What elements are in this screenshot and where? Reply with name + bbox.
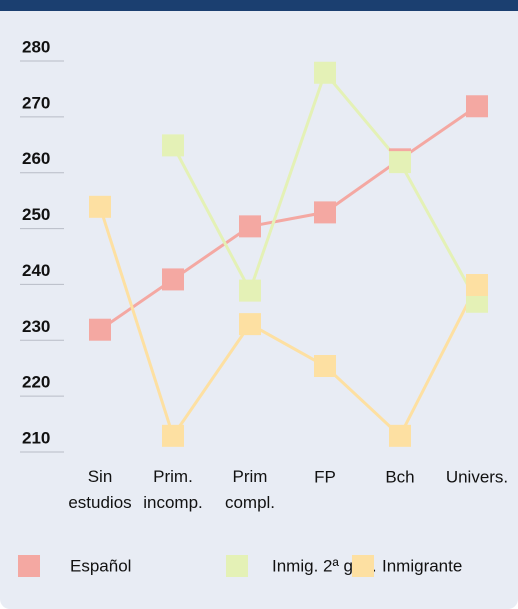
legend-label: Inmig. 2ª gen. [272,556,377,575]
marker [466,95,488,118]
marker [89,318,111,341]
x-tick-label: Prim compl. [225,467,275,512]
x-tick-label: Sin estudios [68,467,131,512]
y-tick-label: 260 [22,149,50,168]
legend-label: Inmigrante [382,556,462,575]
marker [314,61,336,84]
x-tick-label: Univers. [446,467,508,486]
marker [162,134,184,157]
marker [389,424,411,447]
marker [314,201,336,224]
y-tick-label: 280 [22,37,50,56]
marker [466,274,488,297]
header-bar [0,0,518,11]
marker [239,215,261,238]
marker [162,424,184,447]
marker [389,151,411,174]
y-tick-label: 250 [22,205,50,224]
y-tick-label: 220 [22,373,50,392]
marker [89,195,111,218]
y-tick-label: 270 [22,93,50,112]
x-tick-label: FP [314,467,336,486]
series-line [98,206,479,440]
y-tick-label: 210 [22,428,50,447]
legend-label: Español [70,556,131,575]
x-tick-label: Prim. incomp. [143,467,203,512]
y-tick-label: 230 [22,317,50,336]
marker [162,268,184,291]
y-tick-label: 240 [22,261,50,280]
series-line [99,105,478,331]
marker [239,279,261,302]
legend-swatch [226,555,248,577]
x-tick-label: Bch [385,467,414,486]
marker [314,355,336,378]
marker [239,313,261,336]
legend-swatch [352,555,374,577]
marker [466,290,488,313]
legend-swatch [18,555,40,577]
